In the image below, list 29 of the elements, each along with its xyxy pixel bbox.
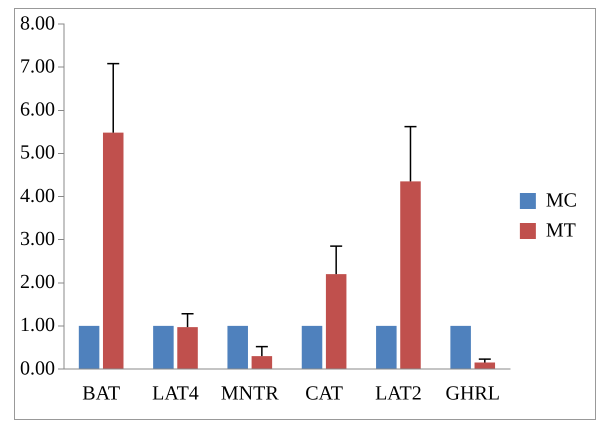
bar bbox=[450, 326, 471, 368]
bar bbox=[326, 274, 346, 368]
legend-label: MC bbox=[546, 189, 577, 212]
y-tick-label: 8.00 bbox=[20, 12, 55, 34]
y-tick-label: 0.00 bbox=[20, 357, 55, 380]
bar bbox=[302, 326, 322, 368]
x-tick-label: CAT bbox=[305, 382, 343, 404]
y-tick-label: 7.00 bbox=[20, 55, 55, 78]
x-tick-label: MNTR bbox=[220, 382, 280, 404]
bar bbox=[153, 326, 174, 368]
bar bbox=[376, 326, 397, 368]
x-tick-label: BAT bbox=[82, 382, 120, 404]
y-tick-label: 3.00 bbox=[20, 228, 55, 250]
y-tick-label: 2.00 bbox=[20, 271, 55, 293]
bar bbox=[78, 326, 100, 368]
y-tick-label: 4.00 bbox=[20, 184, 55, 207]
bar bbox=[474, 362, 496, 368]
x-tick-label: LAT2 bbox=[375, 382, 422, 404]
x-tick-label: GHRL bbox=[445, 382, 500, 404]
bar bbox=[400, 181, 421, 368]
bar bbox=[252, 356, 272, 368]
legend-label: MT bbox=[546, 219, 576, 242]
bar bbox=[227, 326, 248, 368]
bar bbox=[102, 132, 124, 368]
y-tick-label: 6.00 bbox=[20, 98, 55, 120]
bar bbox=[177, 327, 198, 368]
y-tick-label: 5.00 bbox=[20, 142, 55, 164]
y-tick-label: 1.00 bbox=[20, 314, 55, 336]
x-tick-label: LAT4 bbox=[152, 382, 199, 404]
